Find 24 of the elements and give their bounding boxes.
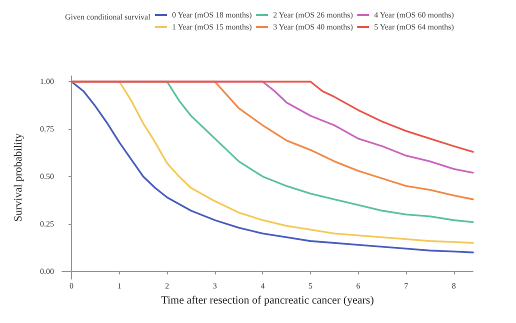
x-tick-label: 7 [404,282,408,290]
x-tick-label: 5 [308,282,313,290]
legend-label: 0 Year (mOS 18 months) [172,10,252,20]
y-axis-title: Survival probability [12,132,24,222]
legend-label: 4 Year (mOS 60 months) [374,10,454,20]
x-axis-title: Time after resection of pancreatic cancer (years) [161,294,374,306]
x-tick-label: 6 [356,282,360,290]
y-tick-label: 0.00 [40,266,54,276]
y-tick-label: 0.50 [40,172,54,182]
y-tick-label: 0.75 [40,124,54,134]
x-tick-label: 2 [165,282,170,290]
y-tick-label: 1.00 [40,77,54,86]
x-tick-label: 1 [117,282,122,290]
x-tick-label: 4 [260,282,265,290]
line-series [70,80,474,153]
x-tick-label: 8 [452,282,456,290]
y-tick-label: 0.25 [40,219,54,228]
legend-label: 2 Year (mOS 26 months) [273,10,354,20]
legend-label: 1 Year (mOS 15 months) [172,22,252,32]
x-tick-label: 3 [212,282,217,290]
legend-label: 3 Year (mOS 40 months) [273,22,354,32]
legend-label: 5 Year (mOS 64 months) [374,22,454,32]
x-tick-label: 0 [70,282,74,290]
legend-title: Given conditional survival [65,12,152,22]
